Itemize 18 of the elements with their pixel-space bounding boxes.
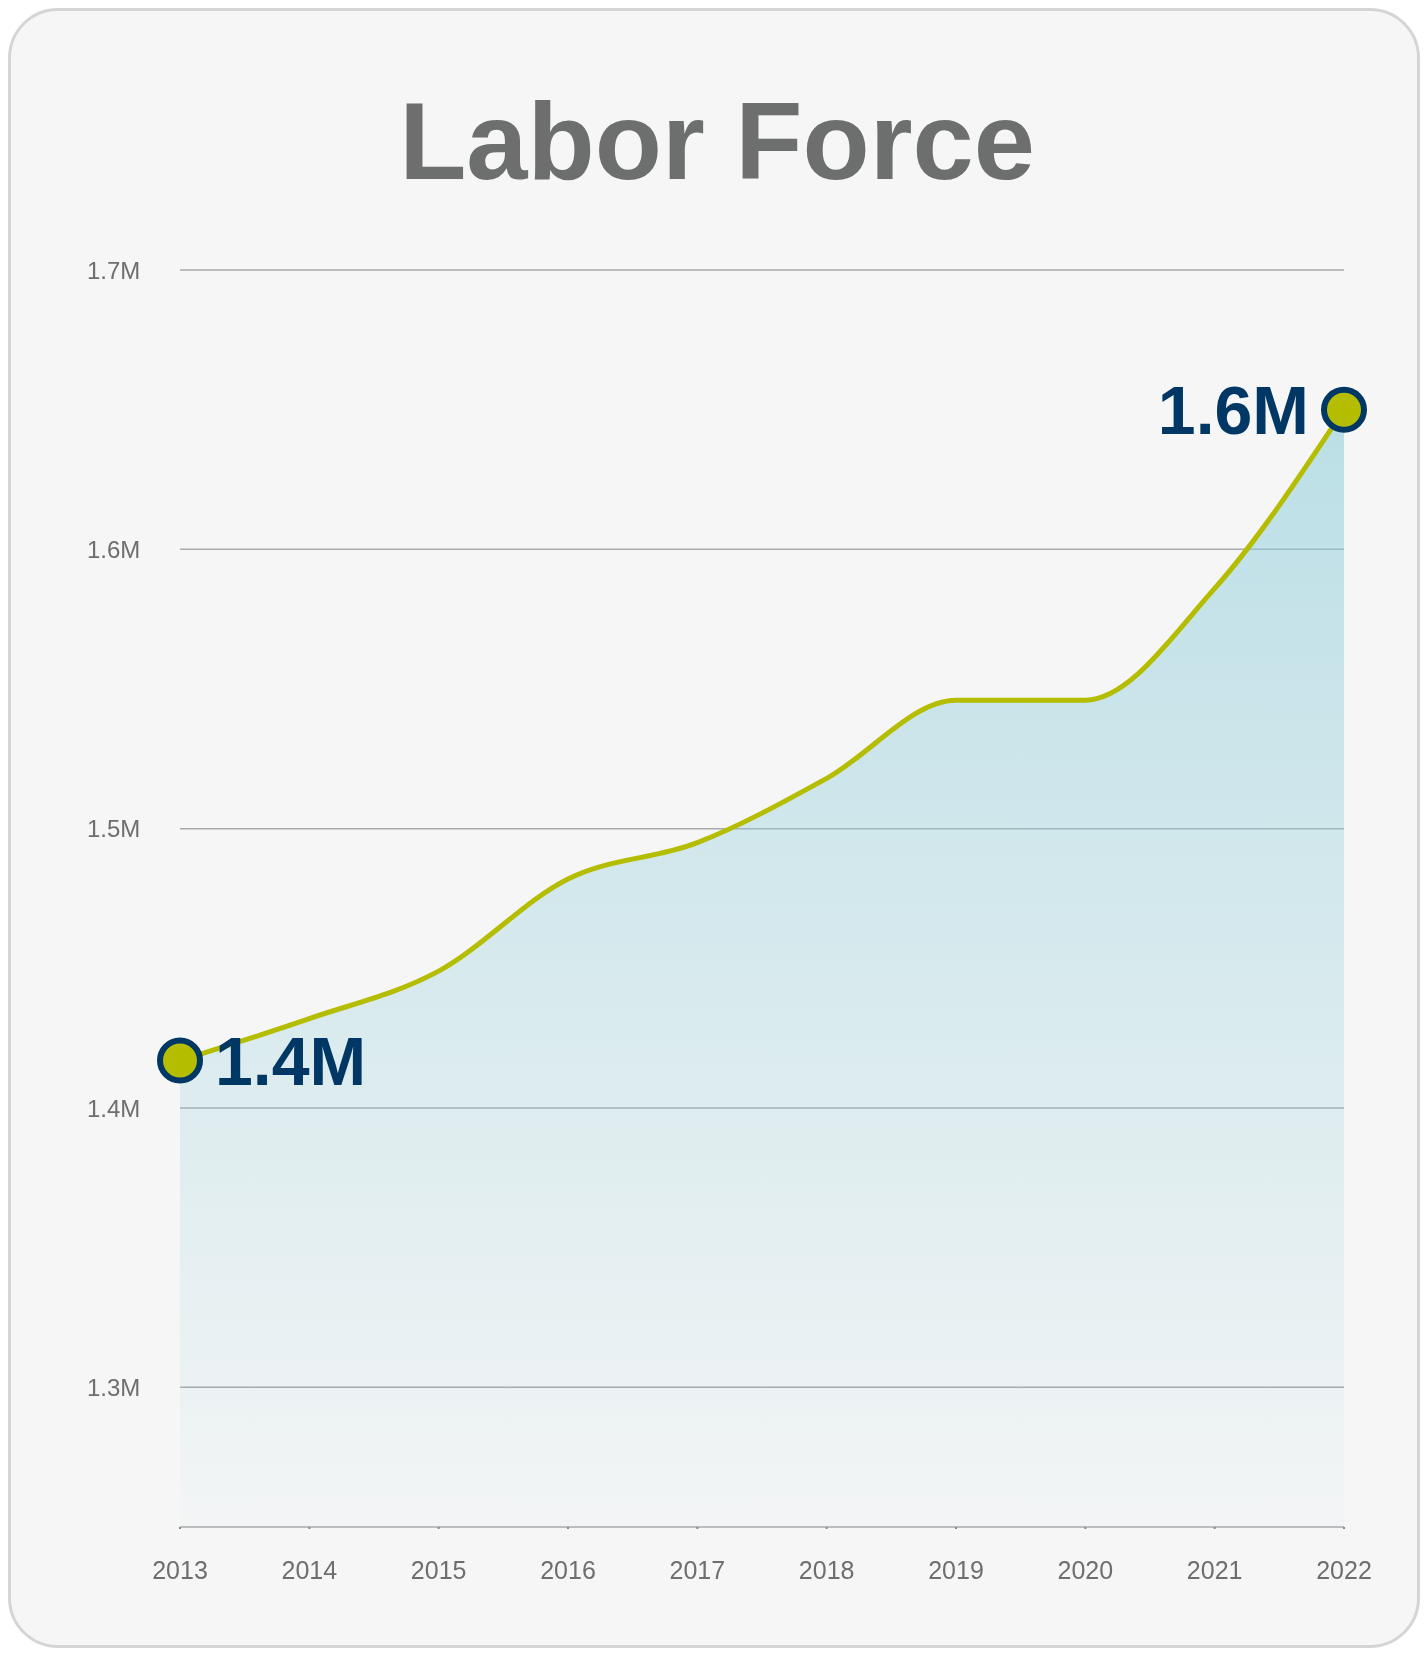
x-tick-label: 2015 bbox=[410, 1555, 467, 1584]
data-label: 1.6M bbox=[1157, 371, 1309, 448]
x-tick-label: 2014 bbox=[281, 1555, 338, 1584]
x-tick-label: 2017 bbox=[669, 1555, 726, 1584]
x-tick-label: 2019 bbox=[928, 1555, 984, 1584]
y-tick-label: 1.4M bbox=[87, 1094, 141, 1122]
x-tick-label: 2018 bbox=[798, 1555, 855, 1584]
data-label: 1.4M bbox=[215, 1022, 367, 1099]
x-tick-label: 2016 bbox=[540, 1555, 596, 1584]
x-tick-label: 2022 bbox=[1316, 1555, 1372, 1584]
x-tick-label: 2021 bbox=[1186, 1555, 1243, 1584]
x-tick-label: 2013 bbox=[152, 1555, 208, 1584]
y-tick-label: 1.5M bbox=[87, 815, 141, 843]
y-tick-label: 1.7M bbox=[87, 256, 141, 284]
chart-title: Labor Force bbox=[398, 78, 1036, 204]
x-tick-label: 2020 bbox=[1057, 1555, 1114, 1584]
y-tick-label: 1.3M bbox=[87, 1373, 141, 1401]
y-tick-label: 1.6M bbox=[87, 535, 141, 563]
